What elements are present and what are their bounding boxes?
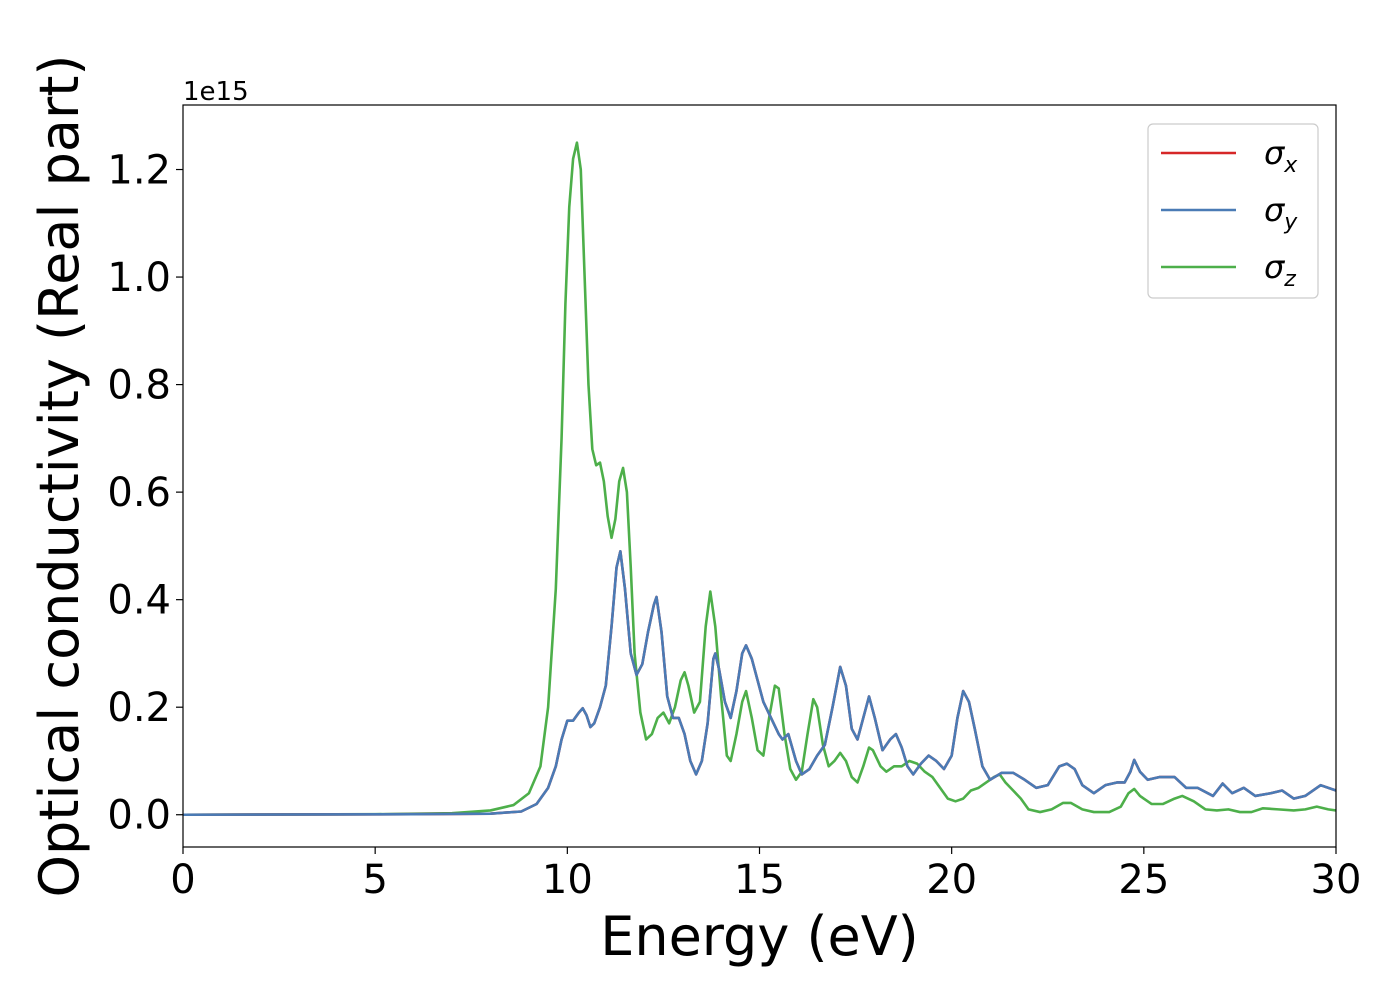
y-tick-label: 1.0 <box>107 255 171 301</box>
axis-ticks: 0 5 10 15 20 25 30 0.0 0.2 0.4 0.6 0.8 1.0 1.2 <box>107 148 1361 903</box>
x-tick-label: 15 <box>734 857 785 903</box>
y-tick-label: 0.4 <box>107 578 171 624</box>
y-tick-label: 0.0 <box>107 793 171 839</box>
legend-label-z: σz <box>1264 248 1296 292</box>
series-lines <box>183 141 1336 817</box>
y-tick-label: 0.2 <box>107 685 171 731</box>
x-tick-label: 0 <box>170 857 195 903</box>
y-tick-label: 0.6 <box>107 470 171 516</box>
legend-label-x: σx <box>1264 134 1298 178</box>
y-tick-label: 1.2 <box>107 148 171 194</box>
x-tick-label: 25 <box>1118 857 1169 903</box>
x-tick-label: 5 <box>362 857 387 903</box>
y-offset-label: 1e15 <box>183 77 249 107</box>
y-axis-label: Optical conductivity (Real part) <box>28 55 91 898</box>
x-tick-label: 30 <box>1311 857 1362 903</box>
x-tick-label: 20 <box>926 857 977 903</box>
series-line-y <box>183 549 1336 817</box>
legend-label-y: σy <box>1264 191 1298 235</box>
y-tick-label: 0.8 <box>107 363 171 409</box>
x-axis-label: Energy (eV) <box>600 905 919 968</box>
legend: σx σy σz <box>1147 123 1319 299</box>
series-line-z <box>183 141 1336 817</box>
x-tick-label: 10 <box>542 857 593 903</box>
